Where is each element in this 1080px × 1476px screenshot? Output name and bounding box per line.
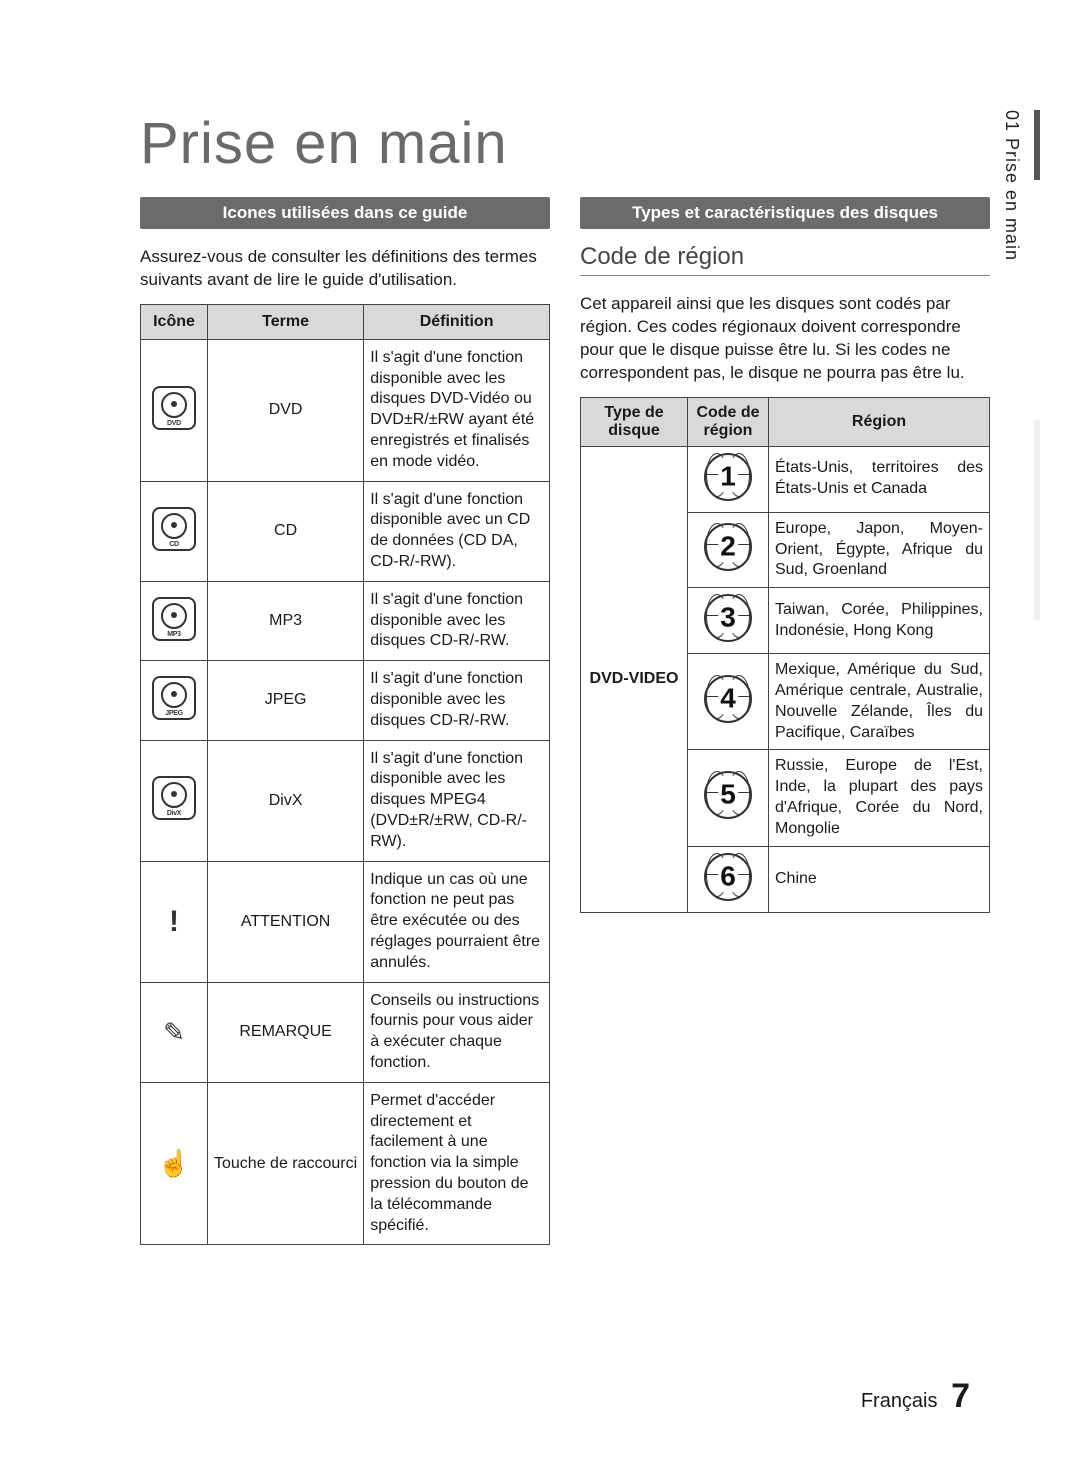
th-icone: Icône bbox=[141, 304, 208, 339]
section-bar-types: Types et caractéristiques des disques bbox=[580, 197, 990, 229]
term-cell: CD bbox=[208, 481, 364, 581]
term-cell: JPEG bbox=[208, 661, 364, 740]
definition-cell: Il s'agit d'une fonction disponible avec… bbox=[364, 481, 550, 581]
region-code-1-icon: 1 bbox=[704, 453, 752, 501]
region-code-cell: 6 bbox=[688, 846, 769, 912]
footer-page-number: 7 bbox=[951, 1377, 970, 1415]
th-type: Type de disque bbox=[581, 397, 688, 446]
region-desc-cell: Chine bbox=[769, 846, 990, 912]
th-terme: Terme bbox=[208, 304, 364, 339]
divx-disc-icon: DivX bbox=[152, 776, 196, 820]
region-code-cell: 4 bbox=[688, 654, 769, 750]
table-row: DVD DVD Il s'agit d'une fonction disponi… bbox=[141, 339, 550, 481]
region-desc-cell: Russie, Europe de l'Est, Inde, la plupar… bbox=[769, 750, 990, 846]
region-code-cell: 2 bbox=[688, 512, 769, 587]
table-row: JPEG JPEG Il s'agit d'une fonction dispo… bbox=[141, 661, 550, 740]
region-desc-cell: Taiwan, Corée, Philippines, Indonésie, H… bbox=[769, 588, 990, 654]
page-title: Prise en main bbox=[140, 110, 990, 177]
cd-disc-icon: CD bbox=[152, 507, 196, 551]
attention-icon: ! bbox=[169, 905, 179, 938]
icon-cell: ! bbox=[141, 861, 208, 982]
dvd-disc-icon: DVD bbox=[152, 386, 196, 430]
region-code-cell: 3 bbox=[688, 588, 769, 654]
icon-cell: DivX bbox=[141, 740, 208, 861]
term-cell: DivX bbox=[208, 740, 364, 861]
note-icon: ✎ bbox=[163, 1017, 185, 1047]
region-code-5-icon: 5 bbox=[704, 771, 752, 819]
table-row: MP3 MP3 Il s'agit d'une fonction disponi… bbox=[141, 581, 550, 660]
footer-lang: Français bbox=[861, 1390, 938, 1412]
region-table: Type de disque Code de région Région DVD… bbox=[580, 397, 990, 913]
page-footer: Français 7 bbox=[861, 1377, 970, 1416]
table-row: DVD-VIDEO 1 États-Unis, territoires des … bbox=[581, 446, 990, 512]
disc-type-cell: DVD-VIDEO bbox=[581, 446, 688, 912]
icon-cell: ✎ bbox=[141, 982, 208, 1082]
region-desc-cell: États-Unis, territoires des États-Unis e… bbox=[769, 446, 990, 512]
region-code-2-icon: 2 bbox=[704, 523, 752, 571]
definition-cell: Indique un cas où une fonction ne peut p… bbox=[364, 861, 550, 982]
right-intro: Cet appareil ainsi que les disques sont … bbox=[580, 293, 990, 385]
th-code: Code de région bbox=[688, 397, 769, 446]
definition-cell: Permet d'accéder directement et facileme… bbox=[364, 1082, 550, 1245]
icon-cell: DVD bbox=[141, 339, 208, 481]
icon-cell: MP3 bbox=[141, 581, 208, 660]
definition-cell: Il s'agit d'une fonction disponible avec… bbox=[364, 581, 550, 660]
table-row: ! ATTENTION Indique un cas où une foncti… bbox=[141, 861, 550, 982]
table-row: CD CD Il s'agit d'une fonction disponibl… bbox=[141, 481, 550, 581]
icon-cell: JPEG bbox=[141, 661, 208, 740]
th-definition: Définition bbox=[364, 304, 550, 339]
section-bar-icons: Icones utilisées dans ce guide bbox=[140, 197, 550, 229]
thumb-index-pale bbox=[1034, 420, 1040, 620]
subsection-title: Code de région bbox=[580, 243, 990, 271]
icons-table: Icône Terme Définition DVD DVD Il s'agit… bbox=[140, 304, 550, 1245]
subsection-rule bbox=[580, 275, 990, 276]
term-cell: ATTENTION bbox=[208, 861, 364, 982]
icon-cell: ☝ bbox=[141, 1082, 208, 1245]
left-column: Icones utilisées dans ce guide Assurez-v… bbox=[140, 197, 550, 1245]
th-region: Région bbox=[769, 397, 990, 446]
side-tab-label: 01 Prise en main bbox=[1001, 110, 1022, 261]
definition-cell: Conseils ou instructions fournis pour vo… bbox=[364, 982, 550, 1082]
definition-cell: Il s'agit d'une fonction disponible avec… bbox=[364, 339, 550, 481]
jpeg-disc-icon: JPEG bbox=[152, 676, 196, 720]
definition-cell: Il s'agit d'une fonction disponible avec… bbox=[364, 740, 550, 861]
definition-cell: Il s'agit d'une fonction disponible avec… bbox=[364, 661, 550, 740]
term-cell: Touche de raccourci bbox=[208, 1082, 364, 1245]
region-desc-cell: Europe, Japon, Moyen-Orient, Égypte, Afr… bbox=[769, 512, 990, 587]
term-cell: REMARQUE bbox=[208, 982, 364, 1082]
region-code-cell: 1 bbox=[688, 446, 769, 512]
right-column: Types et caractéristiques des disques Co… bbox=[580, 197, 990, 1245]
region-desc-cell: Mexique, Amérique du Sud, Amérique centr… bbox=[769, 654, 990, 750]
table-row: DivX DivX Il s'agit d'une fonction dispo… bbox=[141, 740, 550, 861]
region-code-6-icon: 6 bbox=[704, 853, 752, 901]
table-row: ✎ REMARQUE Conseils ou instructions four… bbox=[141, 982, 550, 1082]
term-cell: MP3 bbox=[208, 581, 364, 660]
region-code-cell: 5 bbox=[688, 750, 769, 846]
region-code-3-icon: 3 bbox=[704, 594, 752, 642]
thumb-index-mark bbox=[1034, 110, 1040, 180]
left-intro: Assurez-vous de consulter les définition… bbox=[140, 246, 550, 292]
mp3-disc-icon: MP3 bbox=[152, 597, 196, 641]
shortcut-icon: ☝ bbox=[158, 1148, 190, 1178]
region-code-4-icon: 4 bbox=[704, 675, 752, 723]
icon-cell: CD bbox=[141, 481, 208, 581]
table-row: ☝ Touche de raccourci Permet d'accéder d… bbox=[141, 1082, 550, 1245]
term-cell: DVD bbox=[208, 339, 364, 481]
